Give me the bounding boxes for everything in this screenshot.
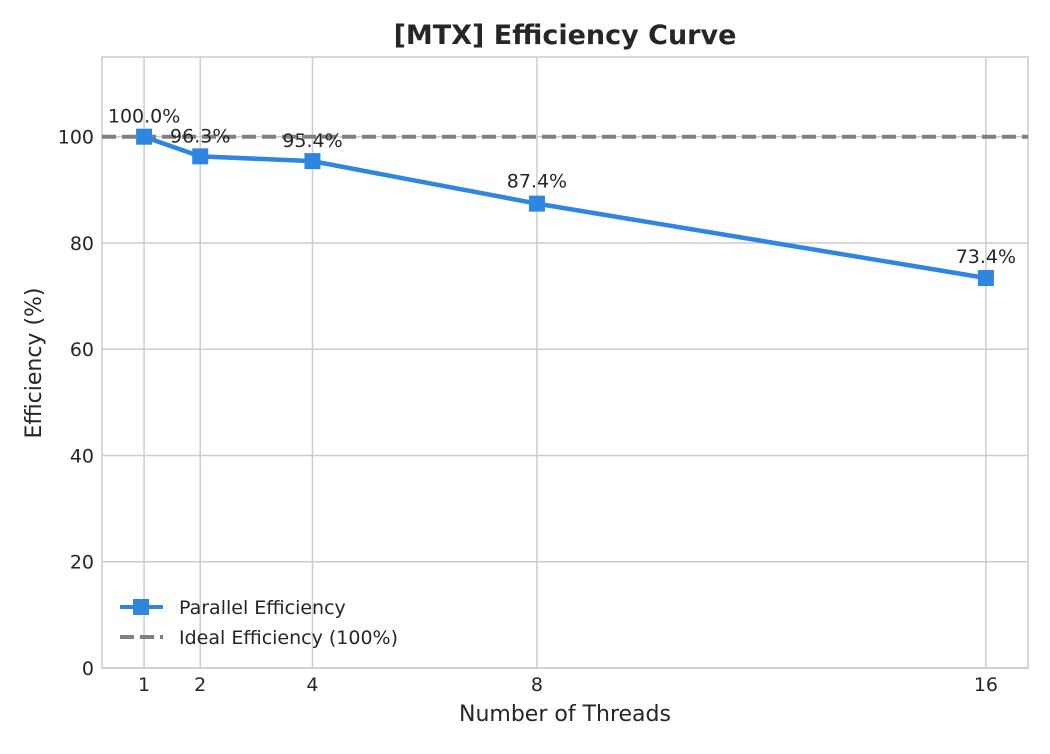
legend-item-ideal: Ideal Efficiency (100%) [120, 627, 398, 649]
data-label: 96.3% [170, 125, 230, 147]
chart-title: [MTX] Efficiency Curve [394, 20, 737, 51]
x-tick-label: 1 [138, 674, 150, 696]
y-tick-label: 60 [70, 339, 94, 361]
y-tick-label: 100 [58, 127, 94, 149]
series-group [136, 128, 994, 287]
y-tick-label: 80 [70, 233, 94, 255]
data-label: 100.0% [108, 106, 180, 128]
data-point-marker [304, 153, 321, 170]
plot-frame [101, 56, 1029, 669]
grid [102, 57, 1028, 669]
legend-marker-parallel [133, 599, 149, 615]
data-label: 87.4% [507, 171, 567, 193]
data-point-marker [136, 128, 153, 145]
x-tick-label: 2 [194, 674, 206, 696]
x-tick-label: 8 [531, 674, 543, 696]
x-tick-labels: 1 2 4 8 16 [138, 674, 998, 696]
legend-label-ideal: Ideal Efficiency (100%) [179, 627, 398, 649]
legend-label-parallel: Parallel Efficiency [179, 597, 346, 619]
parallel-efficiency-line [143, 134, 987, 281]
legend: Parallel Efficiency Ideal Efficiency (10… [120, 597, 398, 649]
data-point-marker [528, 195, 545, 212]
data-label: 73.4% [956, 246, 1016, 268]
y-tick-label: 40 [70, 445, 94, 467]
x-tick-label: 4 [306, 674, 318, 696]
y-axis-label: Efficiency (%) [22, 287, 47, 438]
y-tick-labels: 0 20 40 60 80 100 [58, 127, 94, 680]
data-point-marker [192, 148, 209, 165]
data-label: 95.4% [282, 130, 342, 152]
y-tick-label: 0 [82, 658, 94, 680]
data-point-marker [977, 270, 994, 287]
data-label-group: 100.0%96.3% 95.4% 87.4% 73.4% [108, 106, 1016, 268]
legend-item-parallel: Parallel Efficiency [120, 597, 346, 619]
y-tick-label: 20 [70, 552, 94, 574]
x-axis-label: Number of Threads [459, 702, 671, 727]
x-tick-label: 16 [974, 674, 998, 696]
